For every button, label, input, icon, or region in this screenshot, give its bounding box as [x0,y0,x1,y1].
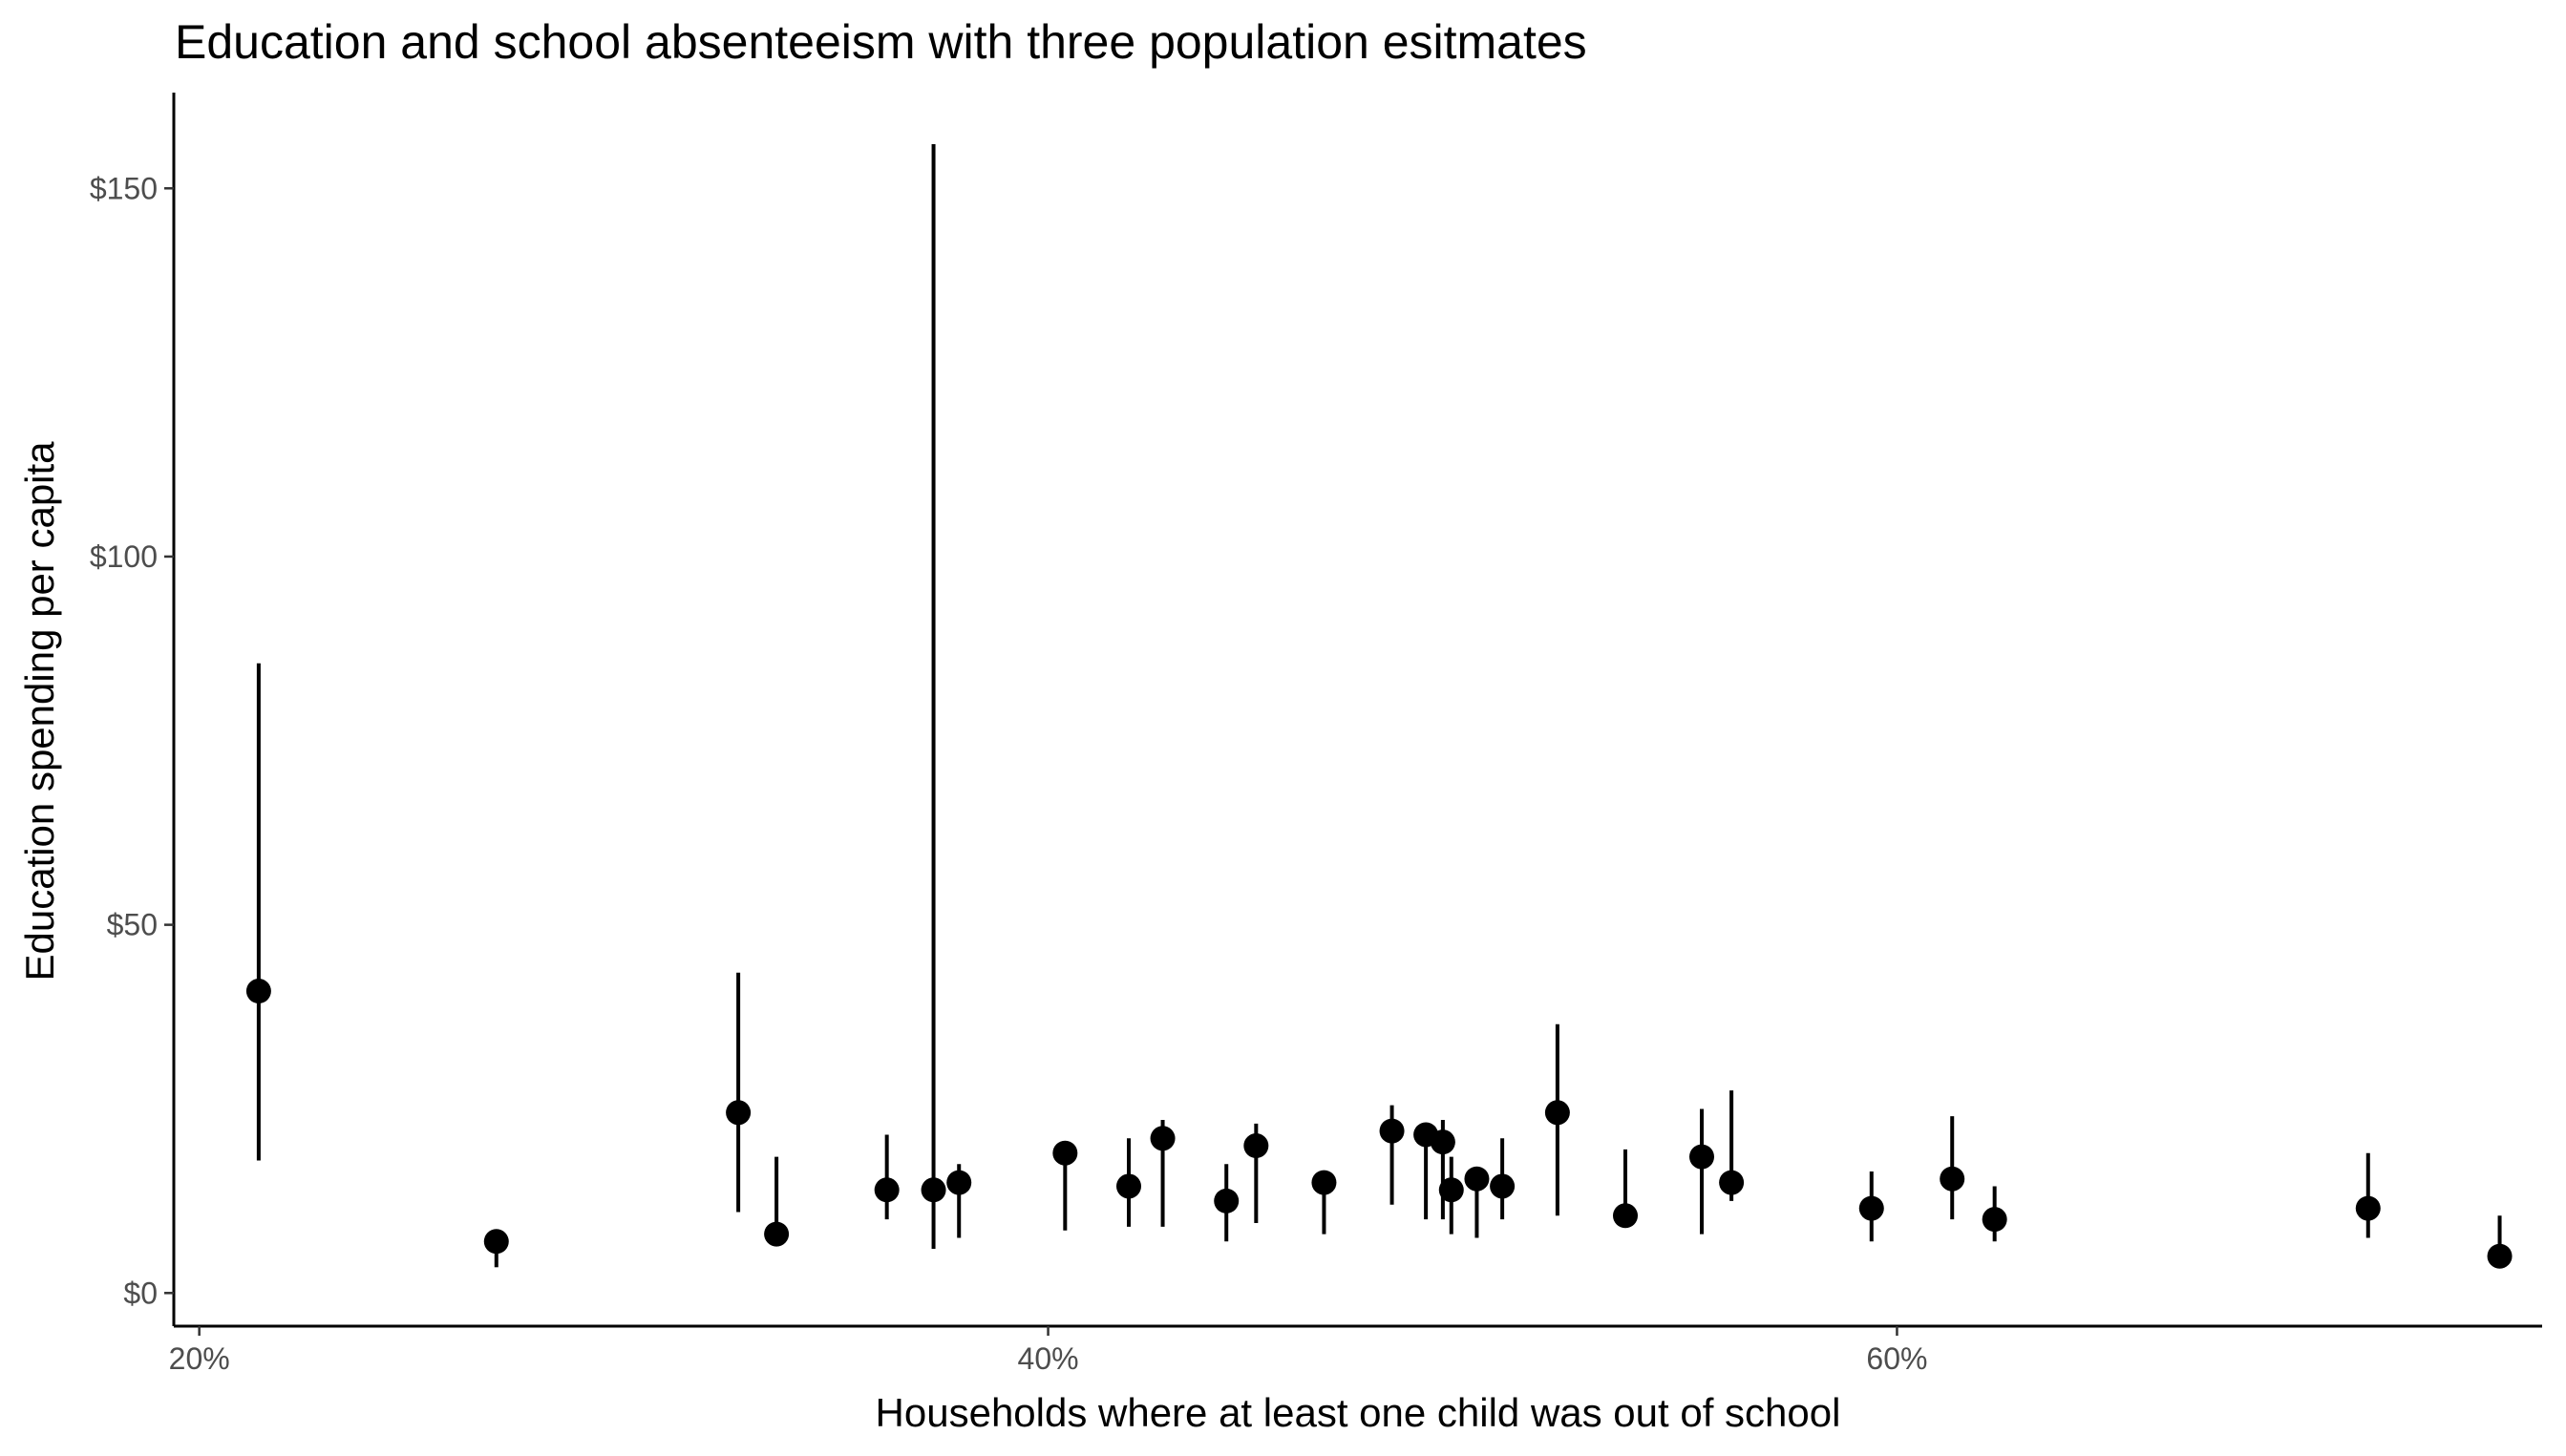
data-point [2355,1195,2381,1221]
x-tick-label: 40% [1018,1341,1079,1376]
data-point [483,1229,509,1255]
data-point [1243,1133,1269,1159]
data-point [1311,1170,1337,1195]
data-point [1464,1166,1490,1192]
y-tick-label: $100 [90,539,158,574]
data-point [1544,1100,1570,1126]
data-point [1052,1140,1078,1166]
data-point [1116,1173,1141,1199]
x-tick-label: 60% [1866,1341,1927,1376]
data-point [946,1170,972,1195]
y-tick-label: $50 [107,908,158,942]
data-point [1858,1195,1884,1221]
y-axis-title: Education spending per capita [17,441,62,981]
data-point [1689,1144,1714,1170]
data-point [1214,1188,1240,1213]
ticks: $0 $50 $100 $150 20% 40% 60% [90,171,1928,1376]
data-point [1430,1129,1455,1155]
data-point [764,1221,790,1247]
data-point [1379,1118,1405,1144]
data-point [245,979,271,1004]
axes [172,93,2542,1328]
data-point [1719,1170,1745,1195]
data-point [1150,1126,1176,1151]
data-point [921,1177,946,1203]
y-tick-label: $0 [123,1276,158,1310]
data-point [2487,1243,2513,1269]
x-axis-title: Households where at least one child was … [876,1390,1841,1435]
y-tick-label: $150 [90,171,158,205]
plot-marks [245,143,2513,1269]
chart-title: Education and school absenteeism with th… [175,15,1587,69]
data-point [1613,1203,1638,1229]
data-point [1438,1177,1464,1203]
data-point [874,1177,900,1203]
x-tick-label: 20% [169,1341,230,1376]
data-point [726,1100,752,1126]
data-point [1490,1173,1516,1199]
data-point [1982,1207,2007,1233]
data-point [1940,1166,1965,1192]
